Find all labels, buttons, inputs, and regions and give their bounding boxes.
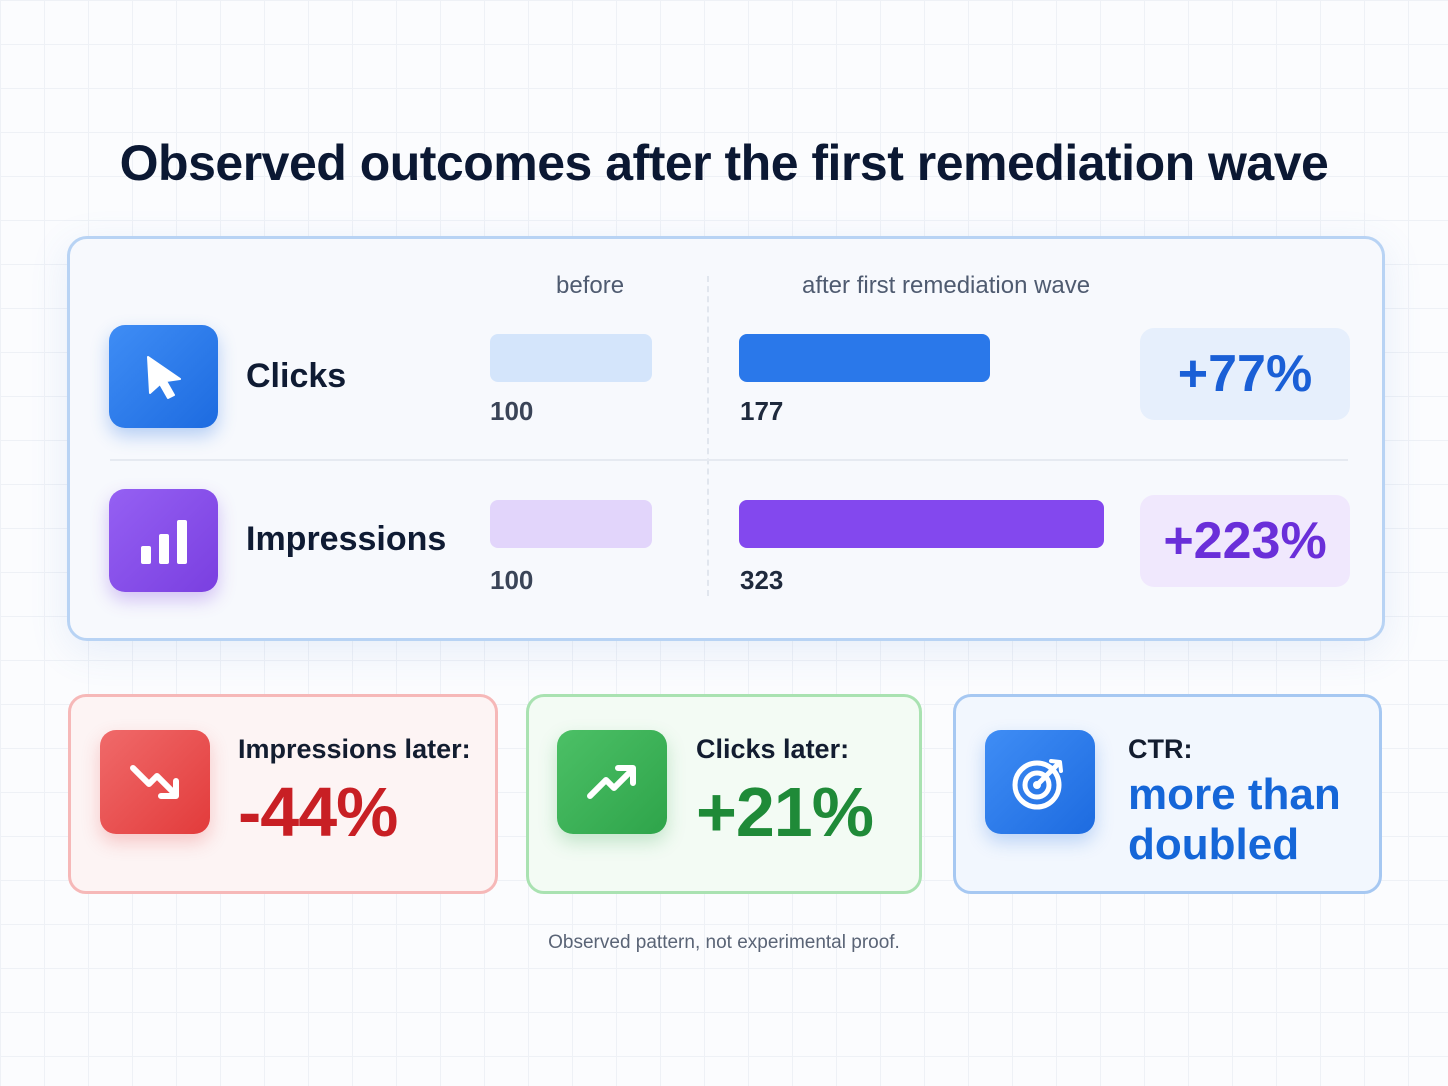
value-impressions-before: 100: [490, 565, 534, 595]
row-divider: [110, 459, 1348, 461]
change-badge-clicks: +77%: [1140, 328, 1350, 420]
bar-impressions-before: [490, 500, 652, 548]
trend-up-icon: [557, 730, 667, 834]
bar-clicks-after: [739, 334, 991, 382]
column-divider: [707, 276, 709, 596]
value-impressions-after: 323: [740, 565, 784, 595]
column-header-before: before: [556, 272, 625, 299]
value-clicks-before: 100: [490, 396, 534, 426]
bar-impressions-after: [739, 500, 1104, 548]
footnote: Observed pattern, not experimental proof…: [548, 932, 900, 953]
change-badge-impressions: +223%: [1140, 495, 1350, 587]
card-value-impressions-later: -44%: [238, 773, 398, 851]
bar-clicks-before: [490, 334, 652, 382]
cursor-arrow-icon: [109, 325, 218, 428]
column-header-after: after first remediation wave: [802, 272, 1091, 299]
card-label-clicks-later: Clicks later:: [696, 734, 850, 764]
trend-down-icon: [100, 730, 210, 834]
metric-label-impressions: Impressions: [246, 520, 447, 558]
card-value-ctr: more than doubled: [1128, 770, 1341, 869]
page-title: Observed outcomes after the first remedi…: [119, 135, 1329, 191]
target-icon: [985, 730, 1095, 834]
card-label-impressions-later: Impressions later:: [238, 734, 471, 764]
bar-chart-icon: [109, 489, 218, 592]
card-value-clicks-later: +21%: [696, 773, 874, 851]
metric-label-clicks: Clicks: [246, 357, 347, 395]
value-clicks-after: 177: [740, 396, 784, 426]
card-label-ctr: CTR:: [1128, 734, 1193, 764]
